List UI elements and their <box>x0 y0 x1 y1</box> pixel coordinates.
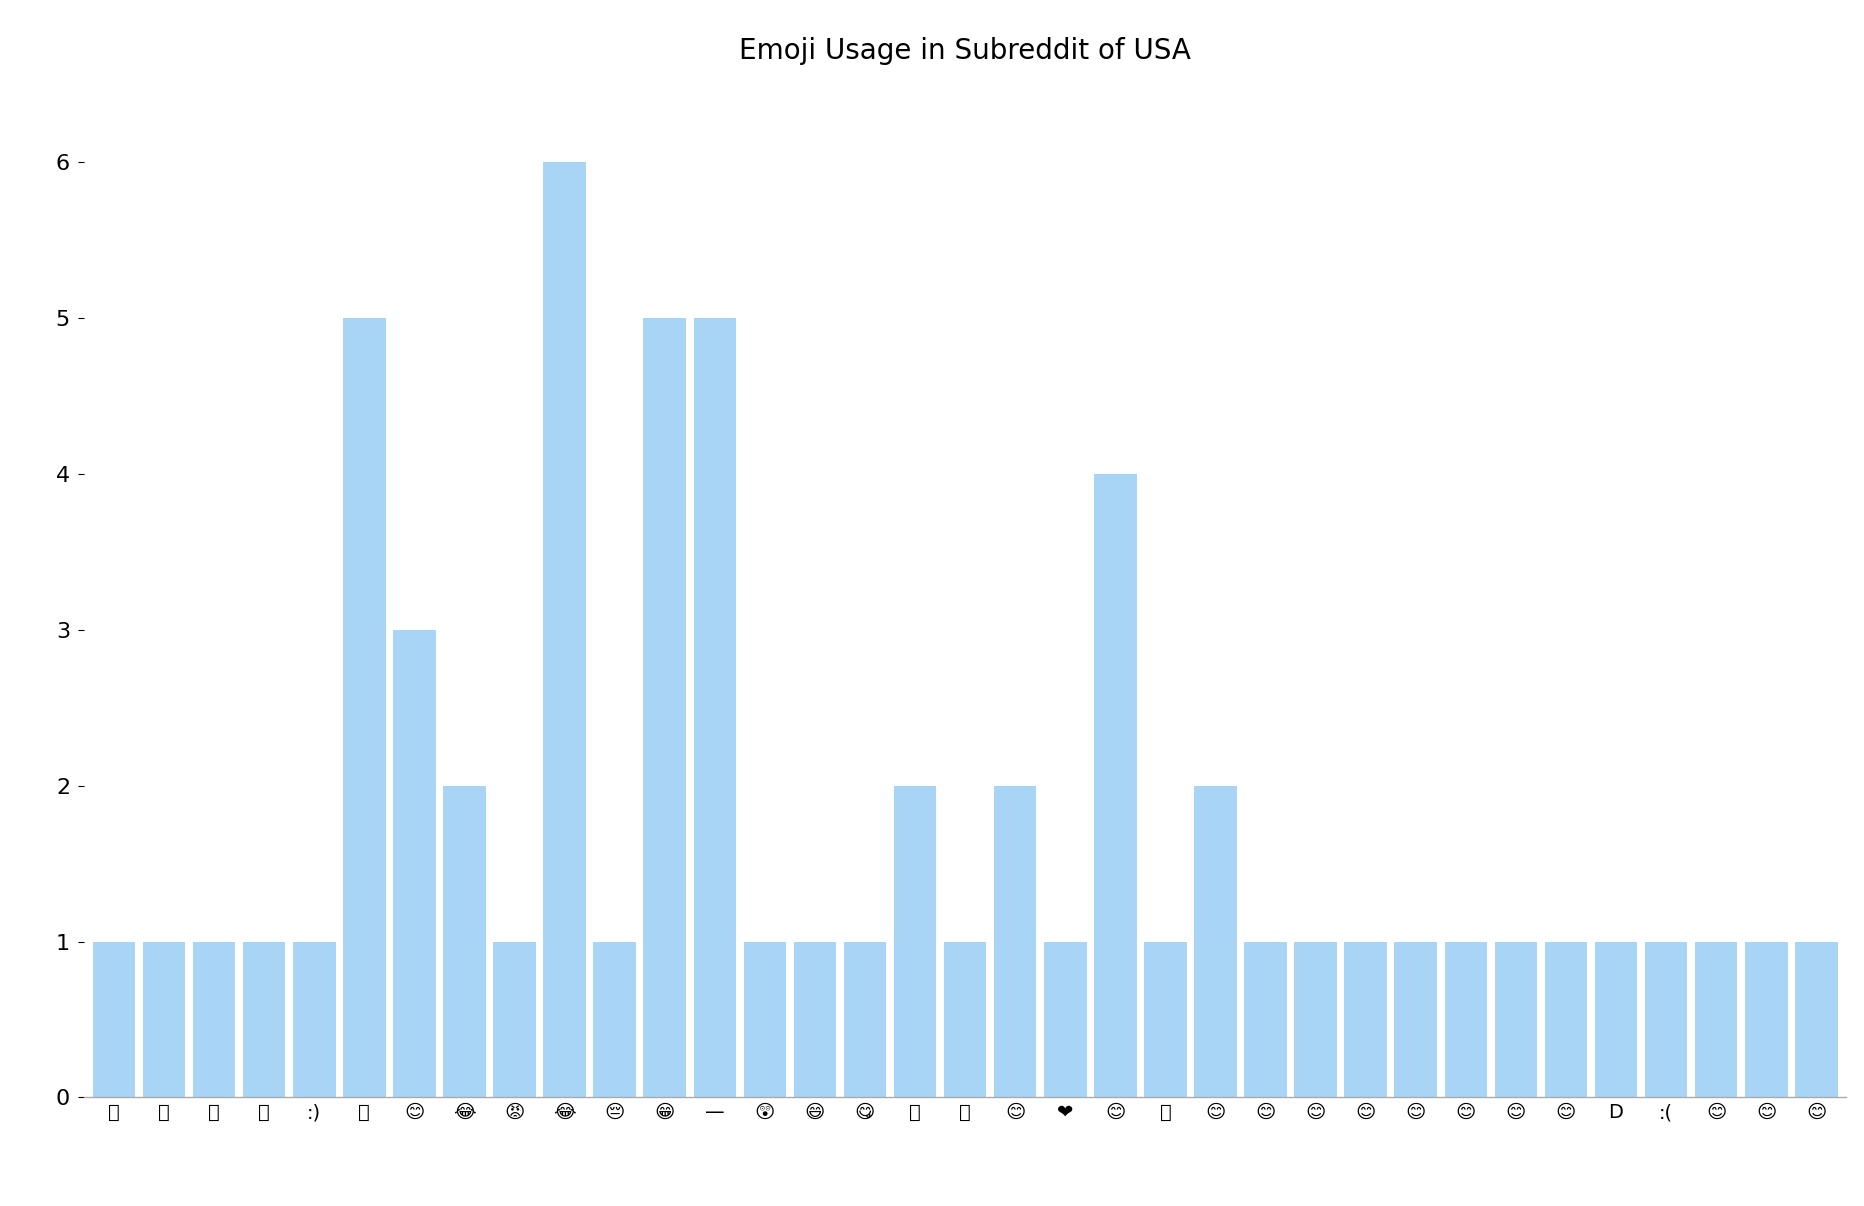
Bar <box>1344 942 1387 1097</box>
Bar <box>1294 942 1336 1097</box>
Bar <box>1543 942 1586 1097</box>
Bar <box>1143 942 1186 1097</box>
Bar <box>843 942 885 1097</box>
Bar <box>643 318 686 1097</box>
Bar <box>943 942 986 1097</box>
Bar <box>693 318 736 1097</box>
Bar <box>192 942 235 1097</box>
Bar <box>1193 786 1236 1097</box>
Bar <box>593 942 636 1097</box>
Bar <box>144 942 185 1097</box>
Bar <box>1394 942 1437 1097</box>
Bar <box>242 942 285 1097</box>
Bar <box>893 786 936 1097</box>
Bar <box>542 163 585 1097</box>
Bar <box>1044 942 1087 1097</box>
Bar <box>1445 942 1486 1097</box>
Bar <box>1243 942 1286 1097</box>
Title: Emoji Usage in Subreddit of USA: Emoji Usage in Subreddit of USA <box>738 37 1191 65</box>
Bar <box>492 942 535 1097</box>
Bar <box>343 318 386 1097</box>
Bar <box>1594 942 1637 1097</box>
Bar <box>1094 474 1135 1097</box>
Bar <box>293 942 336 1097</box>
Bar <box>794 942 835 1097</box>
Bar <box>1793 942 1836 1097</box>
Bar <box>444 786 485 1097</box>
Bar <box>393 630 436 1097</box>
Bar <box>1745 942 1786 1097</box>
Bar <box>744 942 787 1097</box>
Bar <box>1694 942 1737 1097</box>
Bar <box>93 942 136 1097</box>
Bar <box>994 786 1036 1097</box>
Bar <box>1493 942 1536 1097</box>
Bar <box>1644 942 1687 1097</box>
